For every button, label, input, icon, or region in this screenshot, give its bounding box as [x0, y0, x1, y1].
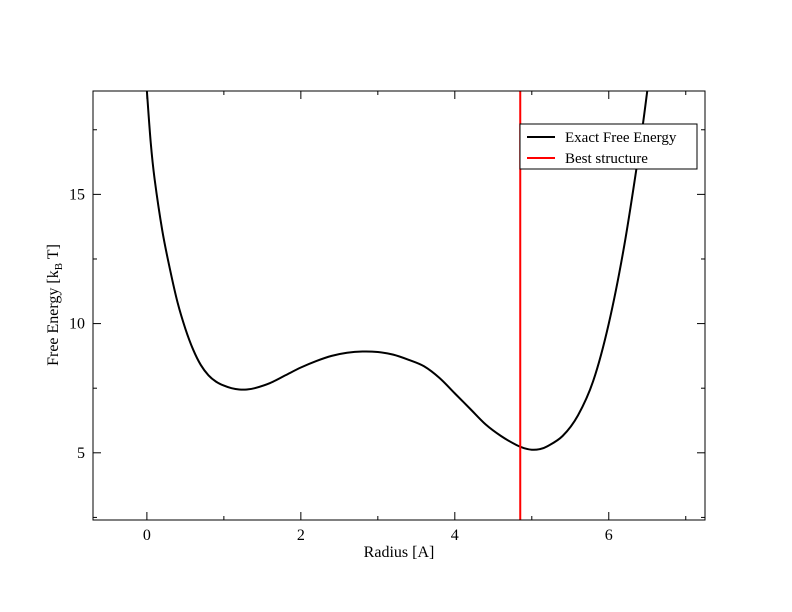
series-exact-free-energy-line — [145, 91, 649, 451]
ticks-layer: 0 2 4 6 5 10 15 — [69, 91, 705, 544]
legend: Exact Free Energy Best structure — [519, 123, 698, 170]
x-tick-label: 6 — [605, 527, 613, 544]
legend-label-exact-free-energy: Exact Free Energy — [565, 130, 677, 146]
y-axis-title: Free Energy [kB T] — [45, 244, 65, 366]
legend-box — [519, 123, 698, 170]
y-tick-label: 5 — [77, 445, 85, 462]
y-axis-title-tail: T] — [45, 244, 62, 263]
x-axis-title: Radius [A] — [364, 544, 435, 561]
y-axis-title-main: Free Energy [k — [45, 270, 62, 366]
y-tick-label: 10 — [69, 316, 85, 333]
x-tick-label: 4 — [451, 527, 459, 544]
legend-label-best-structure: Best structure — [565, 151, 648, 167]
x-tick-label: 2 — [297, 527, 305, 544]
x-tick-label: 0 — [143, 527, 151, 544]
y-tick-label: 15 — [69, 186, 85, 203]
y-axis-title-subscript: B — [53, 263, 65, 270]
plot-frame — [92, 90, 706, 521]
